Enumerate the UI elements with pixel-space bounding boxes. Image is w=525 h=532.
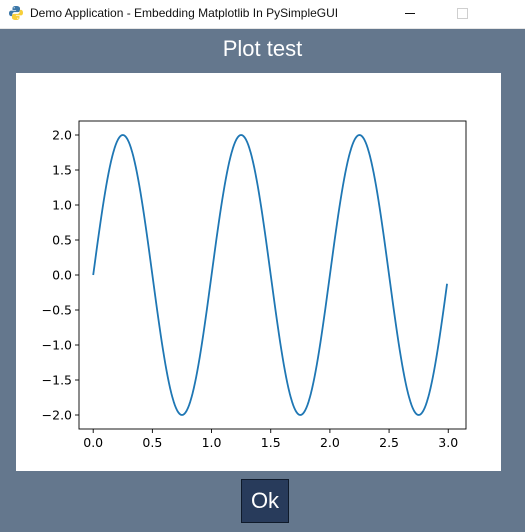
series-line [92, 134, 448, 416]
x-tick-label: 3.0 [438, 435, 458, 450]
x-tick-label: 0.0 [83, 435, 103, 450]
y-tick-label: 1.5 [52, 163, 72, 178]
x-tick-label: 0.5 [142, 435, 162, 450]
minimize-icon [405, 13, 415, 14]
x-tick-label: 1.0 [202, 435, 222, 450]
line-chart: 0.0 0.5 1.0 1.5 2.0 2.5 3.0 2.0 1.5 1.0 0.5 0.0 −0.5… [42, 120, 467, 450]
x-tick-label: 2.5 [379, 435, 399, 450]
y-tick-label: −1.5 [42, 373, 72, 388]
plot-canvas: 0.0 0.5 1.0 1.5 2.0 2.5 3.0 2.0 1.5 1.0 0.5 0.0 −0.5… [16, 73, 501, 471]
y-tick-label: 1.0 [52, 198, 72, 213]
y-tick-label: 2.0 [52, 128, 72, 143]
y-tick-label: −0.5 [42, 303, 72, 318]
maximize-icon [457, 8, 468, 19]
page-title: Plot test [222, 36, 303, 61]
minimize-button[interactable] [388, 0, 434, 28]
y-tick-label: 0.5 [52, 233, 72, 248]
close-icon [497, 8, 509, 20]
y-tick-label: −2.0 [42, 408, 72, 423]
close-button[interactable] [480, 0, 525, 28]
plot-frame [78, 120, 467, 430]
maximize-button[interactable] [438, 0, 484, 28]
x-tick-label: 2.0 [320, 435, 340, 450]
x-tick-label: 1.5 [261, 435, 281, 450]
y-tick-label: −1.0 [42, 338, 72, 353]
window-title: Demo Application - Embedding Matplotlib … [30, 6, 339, 20]
python-icon [9, 6, 23, 20]
title-bar[interactable]: Demo Application - Embedding Matplotlib … [0, 0, 525, 29]
ok-button[interactable]: Ok [241, 479, 289, 523]
y-tick-label: 0.0 [52, 268, 72, 283]
